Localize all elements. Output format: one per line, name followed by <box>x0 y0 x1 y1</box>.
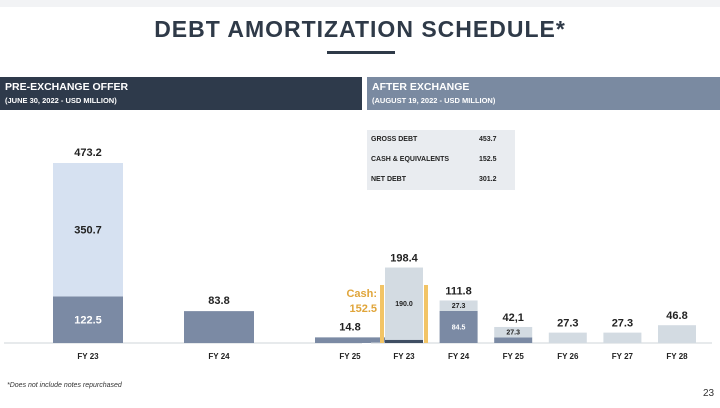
summary-row-cash: CASH & EQUIVALENTS 152.5 <box>367 150 515 170</box>
bar-segment <box>548 332 587 343</box>
bar-total-label: 42,1 <box>502 312 523 324</box>
summary-label: NET DEBT <box>371 176 406 183</box>
pre-exchange-title: PRE-EXCHANGE OFFER <box>5 81 129 93</box>
bar-segment-label: 27.3 <box>452 303 466 310</box>
after-exchange-header: AFTER EXCHANGE (AUGUST 19, 2022 - USD MI… <box>367 77 720 110</box>
bar-total-label: 27.3 <box>557 318 578 330</box>
page-number: 23 <box>703 388 715 399</box>
bar-total-label: 473.2 <box>74 147 102 159</box>
bar-segment <box>439 300 478 311</box>
summary-value: 301.2 <box>479 176 497 183</box>
category-label: FY 24 <box>448 352 470 361</box>
bar-total-label: 198.4 <box>390 253 418 265</box>
bar-segment <box>315 337 385 343</box>
bar-segment-label: 350.7 <box>74 225 102 237</box>
category-label: FY 23 <box>77 352 99 361</box>
category-label: FY 26 <box>557 352 579 361</box>
bar-total-label: 83.8 <box>208 295 229 307</box>
bar-segment-label: 27.3 <box>506 330 520 337</box>
summary-label: CASH & EQUIVALENTS <box>371 156 450 163</box>
category-label: FY 27 <box>612 352 634 361</box>
cash-annotation-value: 152.5 <box>349 303 377 315</box>
debt-summary-table: GROSS DEBT 453.7 CASH & EQUIVALENTS 152.… <box>367 130 515 190</box>
cash-bracket-left <box>380 284 384 343</box>
bar-segment <box>494 326 533 338</box>
bar-segment <box>494 337 533 343</box>
bar-total-label: 27.3 <box>612 318 633 330</box>
bar-segment <box>439 310 478 343</box>
after-exchange-title: AFTER EXCHANGE <box>372 81 470 93</box>
category-label: FY 28 <box>666 352 688 361</box>
category-label: FY 24 <box>208 352 230 361</box>
cash-annotation-label: Cash: <box>346 288 377 300</box>
summary-row-gross-debt: GROSS DEBT 453.7 <box>367 130 515 150</box>
cash-bracket-right <box>424 284 428 343</box>
pre-exchange-header: PRE-EXCHANGE OFFER (JUNE 30, 2022 - USD … <box>0 77 362 110</box>
footnote: *Does not include notes repurchased <box>7 382 122 389</box>
bar-total-label: 14.8 <box>339 321 360 333</box>
summary-label: GROSS DEBT <box>371 136 418 143</box>
bar-segment <box>53 296 123 343</box>
summary-value: 152.5 <box>479 156 497 163</box>
bar-segment <box>385 267 423 340</box>
bar-segment <box>658 325 696 343</box>
page-title: DEBT AMORTIZATION SCHEDULE* <box>154 16 566 42</box>
category-label: FY 25 <box>503 352 525 361</box>
bar-segment-label: 190.0 <box>395 301 413 308</box>
bar-total-label: 111.8 <box>445 285 471 297</box>
summary-value: 453.7 <box>479 136 497 143</box>
bar-segment <box>385 339 423 343</box>
bar-segment <box>53 163 123 297</box>
bar-total-label: 46.8 <box>666 310 687 322</box>
top-band <box>0 0 720 7</box>
bar-segment-label: 122.5 <box>74 315 102 327</box>
category-label: FY 25 <box>339 352 361 361</box>
bar-segment-label: 84.5 <box>452 324 466 331</box>
pre-exchange-subtitle: (JUNE 30, 2022 - USD MILLION) <box>5 96 117 105</box>
title-underline <box>327 51 395 54</box>
bar-segment <box>603 332 642 343</box>
bar-segment <box>184 311 254 343</box>
category-label: FY 23 <box>393 352 415 361</box>
after-exchange-subtitle: (AUGUST 19, 2022 - USD MILLION) <box>372 96 496 105</box>
summary-row-net-debt: NET DEBT 301.2 <box>367 170 515 190</box>
